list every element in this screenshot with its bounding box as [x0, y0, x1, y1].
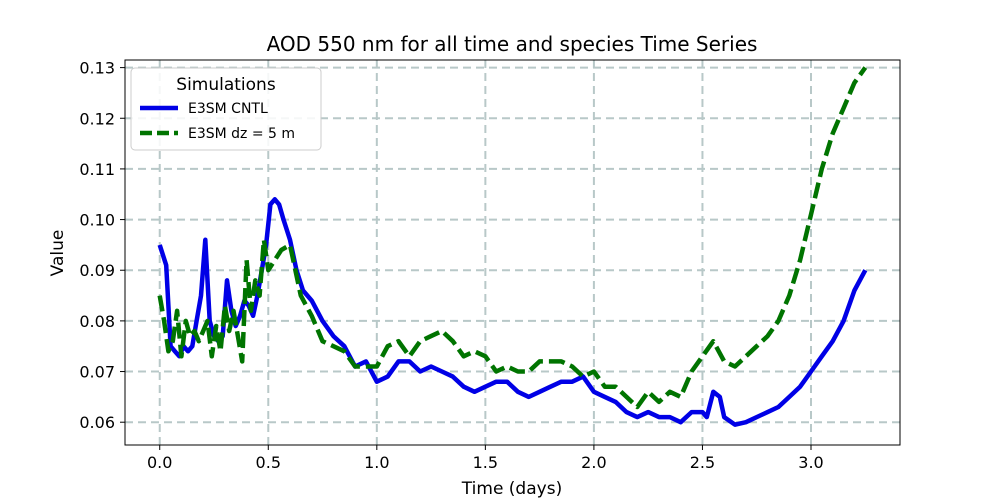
series-layer: [157, 66, 868, 427]
x-tick-label: 0.0: [147, 453, 172, 472]
y-tick-label: 0.11: [79, 160, 115, 179]
y-axis-label: Value: [48, 230, 68, 277]
legend-box: [130, 67, 322, 151]
legend-label-e3sm-dz5: E3SM dz = 5 m: [188, 126, 295, 142]
legend: Simulations E3SM CNTL E3SM dz = 5 m: [130, 67, 322, 151]
series-line-e3sm-cntl: [157, 197, 868, 427]
y-tick-label: 0.07: [79, 363, 115, 382]
y-tick-label: 0.06: [79, 413, 115, 432]
y-tick-label: 0.13: [79, 59, 115, 78]
y-tick-label: 0.12: [79, 109, 115, 128]
legend-title: Simulations: [176, 75, 276, 95]
x-tick-label: 2.5: [690, 453, 715, 472]
x-tick-label: 1.0: [364, 453, 389, 472]
ticks: 0.0 0.5 1.0 1.5 2.0 2.5 3.0 0.06 0.07 0.08 0.09 0.1…: [79, 59, 823, 472]
plot-frame: [124, 59, 901, 446]
x-tick-label: 2.0: [581, 453, 606, 472]
y-tick-label: 0.08: [79, 312, 115, 331]
legend-label-e3sm-cntl: E3SM CNTL: [188, 101, 268, 117]
y-tick-label: 0.10: [79, 211, 115, 230]
series-line-e3sm-dz5: [157, 66, 868, 410]
x-tick-label: 0.5: [256, 453, 281, 472]
y-tick-label: 0.09: [79, 261, 115, 280]
chart-title: AOD 550 nm for all time and species Time…: [267, 32, 758, 56]
x-axis-label: Time (days): [461, 479, 562, 499]
x-tick-label: 1.5: [473, 453, 498, 472]
x-tick-label: 3.0: [798, 453, 823, 472]
